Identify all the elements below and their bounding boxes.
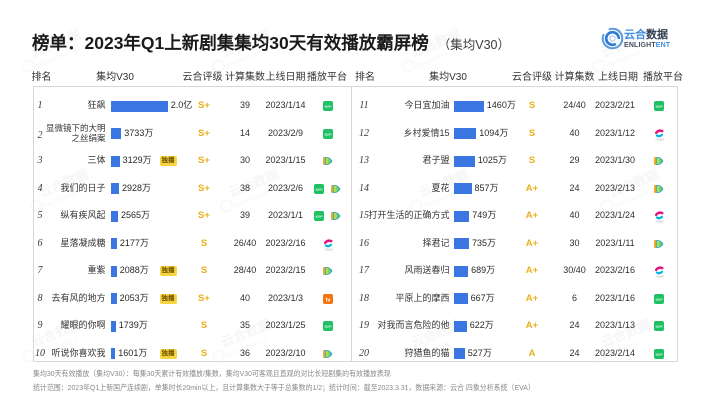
svg-text:iQIYI: iQIYI (656, 297, 663, 301)
svg-text:iQIYI: iQIYI (656, 352, 663, 356)
svg-text:YOUKU: YOUKU (655, 138, 664, 141)
svg-text:YOUKU: YOUKU (655, 220, 664, 223)
svg-text:iQIYI: iQIYI (316, 187, 323, 191)
svg-text:iQIYI: iQIYI (656, 325, 663, 329)
svg-text:YOUKU: YOUKU (655, 275, 664, 278)
svg-text:iQIYI: iQIYI (656, 105, 663, 109)
svg-text:YOUKU: YOUKU (324, 248, 333, 251)
svg-text:tv: tv (325, 297, 330, 303)
svg-text:iQIYI: iQIYI (324, 325, 331, 329)
svg-text:iQIYI: iQIYI (324, 105, 331, 109)
svg-text:iQIYI: iQIYI (316, 215, 323, 219)
svg-text:iQIYI: iQIYI (324, 132, 331, 136)
